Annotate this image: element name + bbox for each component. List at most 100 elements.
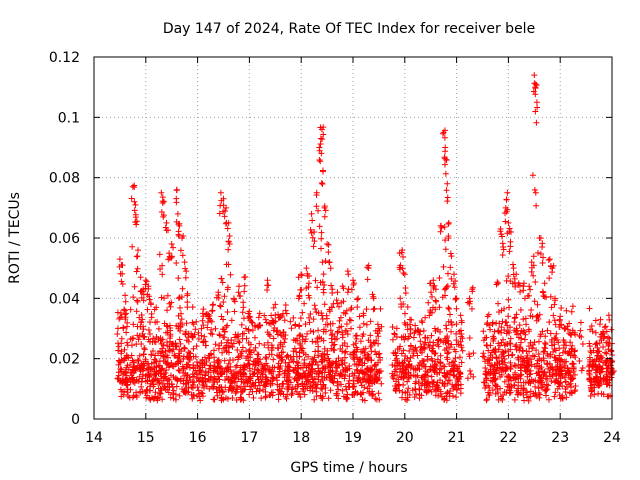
data-point — [220, 316, 227, 323]
data-point — [500, 349, 507, 356]
data-point — [160, 212, 167, 219]
data-point — [523, 321, 530, 328]
data-point — [479, 353, 486, 360]
data-point — [504, 230, 511, 237]
data-point — [309, 338, 316, 345]
data-point — [140, 333, 147, 340]
data-point — [499, 252, 506, 259]
data-point — [515, 379, 522, 386]
data-point — [177, 340, 184, 347]
data-point — [160, 198, 167, 205]
data-point — [539, 240, 546, 247]
data-point — [114, 331, 121, 338]
data-point — [487, 326, 494, 333]
data-point — [532, 189, 539, 196]
data-point — [145, 326, 152, 333]
data-point — [552, 347, 559, 354]
data-point — [247, 374, 254, 381]
data-point — [594, 366, 601, 373]
data-point — [375, 390, 382, 397]
data-point — [194, 363, 201, 370]
data-point — [159, 396, 166, 403]
data-point — [483, 375, 490, 382]
grid — [94, 57, 612, 419]
data-point — [556, 352, 563, 359]
data-point — [588, 386, 595, 393]
data-point — [194, 384, 201, 391]
data-point — [513, 346, 520, 353]
data-point — [327, 327, 334, 334]
data-point — [317, 279, 324, 286]
data-point — [120, 371, 127, 378]
data-point — [485, 311, 492, 318]
data-point — [343, 320, 350, 327]
data-point — [216, 332, 223, 339]
data-point — [185, 338, 192, 345]
data-point — [307, 226, 314, 233]
data-point — [468, 305, 475, 312]
data-point — [539, 260, 546, 267]
data-point — [183, 372, 190, 379]
data-point — [441, 155, 448, 162]
data-point — [127, 386, 134, 393]
data-point — [311, 238, 318, 245]
data-point — [334, 289, 341, 296]
data-point — [234, 347, 241, 354]
data-point — [432, 297, 439, 304]
data-point — [282, 359, 289, 366]
data-point — [400, 253, 407, 260]
data-point — [133, 253, 140, 260]
data-point — [367, 332, 374, 339]
data-point — [133, 297, 140, 304]
data-point — [547, 330, 554, 337]
data-point — [313, 371, 320, 378]
data-point — [352, 332, 359, 339]
data-point — [520, 283, 527, 290]
data-point — [337, 370, 344, 377]
data-point — [219, 349, 226, 356]
data-point — [374, 376, 381, 383]
data-point — [437, 228, 444, 235]
data-point — [442, 246, 449, 253]
data-point — [464, 375, 471, 382]
data-point — [170, 374, 177, 381]
data-point — [129, 335, 136, 342]
data-point — [421, 344, 428, 351]
data-point — [284, 391, 291, 398]
data-point — [157, 385, 164, 392]
data-point — [220, 195, 227, 202]
data-point — [512, 376, 519, 383]
data-point — [442, 148, 449, 155]
data-point — [201, 333, 208, 340]
data-point — [326, 259, 333, 266]
data-point — [520, 280, 527, 287]
data-point — [444, 180, 451, 187]
data-point — [151, 356, 158, 363]
data-point — [202, 378, 209, 385]
data-point — [304, 385, 311, 392]
data-point — [540, 348, 547, 355]
data-point — [428, 309, 435, 316]
data-point — [520, 327, 527, 334]
data-point — [299, 373, 306, 380]
data-point — [441, 134, 448, 141]
data-point — [223, 365, 230, 372]
data-point — [317, 368, 324, 375]
data-points — [114, 72, 617, 404]
data-point — [118, 261, 125, 268]
data-point — [492, 382, 499, 389]
data-point — [308, 361, 315, 368]
data-point — [566, 390, 573, 397]
data-point — [116, 256, 123, 263]
data-point — [305, 362, 312, 369]
data-point — [229, 343, 236, 350]
data-point — [174, 210, 181, 217]
data-point — [190, 345, 197, 352]
data-point — [272, 311, 279, 318]
data-point — [315, 310, 322, 317]
data-point — [315, 207, 322, 214]
data-point — [214, 357, 221, 364]
data-point — [327, 265, 334, 272]
data-point — [201, 362, 208, 369]
data-point — [274, 331, 281, 338]
